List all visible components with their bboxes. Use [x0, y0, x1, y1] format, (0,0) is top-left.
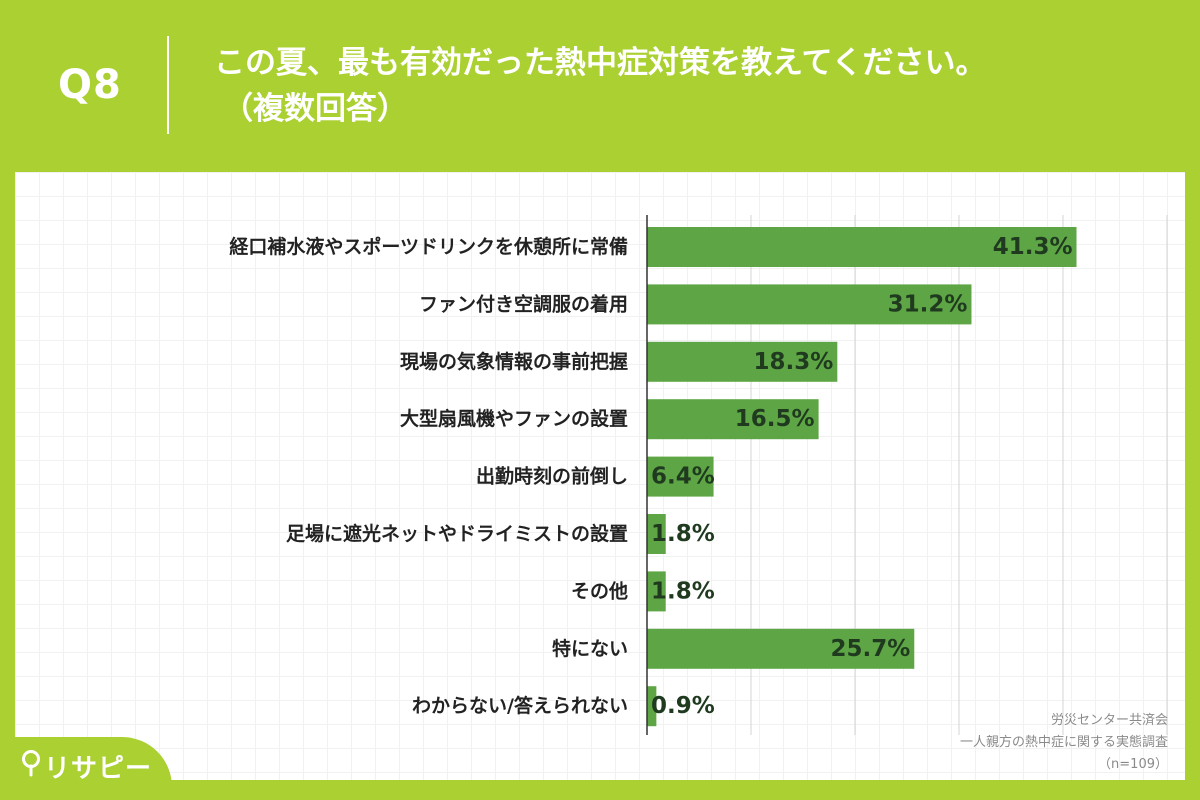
value-label: 6.4%	[651, 464, 715, 490]
bar	[647, 628, 915, 669]
value-label: 0.9%	[651, 693, 715, 719]
category-label: 出勤時刻の前倒し	[476, 465, 628, 488]
category-label: 足場に遮光ネットやドライミストの設置	[286, 522, 628, 545]
sample-size: （n=109）	[1098, 757, 1168, 772]
brand-logo: リサピー	[44, 754, 153, 784]
bar	[647, 399, 819, 440]
header: Q8 この夏、最も有効だった熱中症対策を教えてください。 （複数回答）	[0, 0, 1200, 170]
category-label: 大型扇風機やファンの設置	[400, 407, 628, 430]
value-label: 41.3%	[993, 234, 1073, 260]
category-label: 経口補水液やスポーツドリンクを休憩所に常備	[229, 235, 628, 258]
chart-panel	[15, 172, 1185, 780]
value-label: 1.8%	[651, 521, 715, 547]
category-label: わからない/答えられない	[412, 694, 628, 717]
header-divider	[167, 36, 169, 134]
category-label: その他	[571, 579, 628, 602]
category-label: ファン付き空調服の着用	[419, 292, 628, 315]
logo-tab	[0, 737, 172, 800]
bar	[647, 456, 714, 497]
bar	[647, 341, 838, 382]
source-note: 労災センター共済会 一人親方の熱中症に関する実態調査 （n=109）	[960, 710, 1168, 776]
category-label: 現場の気象情報の事前把握	[400, 350, 628, 373]
value-label: 25.7%	[830, 636, 910, 662]
source-line2: 一人親方の熱中症に関する実態調査	[959, 735, 1168, 750]
pin-icon	[22, 750, 40, 777]
bar	[647, 514, 666, 554]
bar	[647, 284, 972, 325]
question-title-line1: この夏、最も有効だった熱中症対策を教えてください。	[214, 45, 987, 81]
question-title: この夏、最も有効だった熱中症対策を教えてください。 （複数回答）	[214, 40, 1174, 132]
category-label: 特にない	[552, 638, 628, 660]
bar	[647, 571, 666, 612]
value-label: 16.5%	[735, 406, 815, 432]
source-line1: 労災センター共済会	[1050, 713, 1168, 728]
bar	[647, 227, 1077, 267]
value-label: 1.8%	[651, 578, 715, 604]
bottom-bar	[0, 780, 1200, 800]
question-number: Q8	[58, 62, 122, 108]
bar	[647, 686, 657, 727]
value-label: 31.2%	[888, 291, 968, 317]
question-title-line2: （複数回答）	[222, 91, 408, 127]
value-label: 18.3%	[754, 349, 834, 375]
